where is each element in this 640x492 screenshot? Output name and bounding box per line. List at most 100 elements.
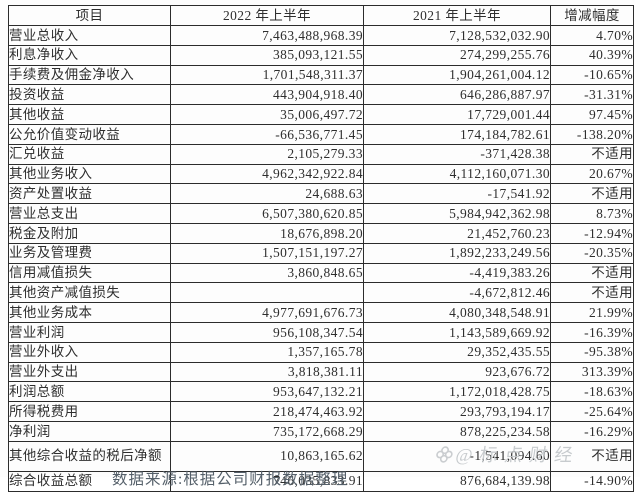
cell-2021-h1: 17,729,001.44 xyxy=(363,104,551,125)
table-row: 投资收益 443,904,918.40 646,286,887.97 -31.31% xyxy=(8,84,634,106)
cell-2021-h1: 923,676.72 xyxy=(363,361,551,383)
table-row: 信用减值损失 3,860,848.65 -4,419,383.26 不适用 xyxy=(8,262,634,284)
cell-2022-h1: 385,093,121.55 xyxy=(170,44,364,66)
table-row: 营业总收入 7,463,488,968.39 7,128,532,032.90 4.7… xyxy=(8,25,634,46)
cell-2021-h1: 29,352,435.55 xyxy=(363,341,551,363)
cell-item: 业务及管理费 xyxy=(8,242,171,264)
table-row: 营业总支出 6,507,380,620.85 5,984,942,362.98 8.7… xyxy=(8,203,634,224)
cell-change: 40.39% xyxy=(550,44,634,66)
cell-2022-h1 xyxy=(170,282,364,304)
cell-2022-h1: 4,962,342,922.84 xyxy=(170,163,364,185)
cell-change: -138.20% xyxy=(550,123,634,145)
cell-item: 汇兑收益 xyxy=(8,143,171,165)
cell-change: -20.35% xyxy=(550,242,634,264)
cell-2021-h1: 1,904,261,004.12 xyxy=(363,64,551,86)
cell-item: 所得税费用 xyxy=(8,401,171,422)
cell-2021-h1: -4,419,383.26 xyxy=(363,262,551,284)
cell-2022-h1: 24,688.63 xyxy=(170,183,364,205)
cell-item: 其他资产减值损失 xyxy=(8,282,171,304)
cell-item: 营业总收入 xyxy=(8,25,171,46)
cell-2021-h1: 4,080,348,548.91 xyxy=(363,302,551,323)
cell-2022-h1: 218,474,463.92 xyxy=(170,401,364,422)
header-2021-h1: 2021 年上半年 xyxy=(363,5,551,26)
cell-change: 不适用 xyxy=(550,440,634,472)
table-row: 公允价值变动收益 -66,536,771.45 174,184,782.61 -138… xyxy=(8,123,634,145)
header-row: 项目 2022 年上半年 2021 年上半年 增减幅度 xyxy=(8,5,634,26)
cell-change: 97.45% xyxy=(550,104,634,125)
cell-2022-h1: 6,507,380,620.85 xyxy=(170,203,364,224)
table-row: 其他资产减值损失 -4,672,812.46 不适用 xyxy=(8,282,634,304)
cell-2021-h1: 174,184,782.61 xyxy=(363,123,551,145)
cell-item: 利息净收入 xyxy=(8,44,171,66)
table-row: 其他业务收入 4,962,342,922.84 4,112,160,071.30 20… xyxy=(8,163,634,185)
cell-change: 21.99% xyxy=(550,302,634,323)
cell-2021-h1: 21,452,760.23 xyxy=(363,222,551,244)
cell-change: -10.65% xyxy=(550,64,634,86)
cell-item: 其他业务收入 xyxy=(8,163,171,185)
cell-2022-h1: 443,904,918.40 xyxy=(170,84,364,106)
cell-2021-h1: 1,172,018,428.75 xyxy=(363,381,551,403)
cell-item: 营业外支出 xyxy=(8,361,171,383)
cell-item: 营业总支出 xyxy=(8,203,171,224)
table-row: 营业利润 956,108,347.54 1,143,589,669.92 -16.39… xyxy=(8,321,634,343)
table-row: 营业外收入 1,357,165.78 29,352,435.55 -95.38% xyxy=(8,341,634,363)
cell-change: 不适用 xyxy=(550,183,634,205)
cell-item: 资产处置收益 xyxy=(8,183,171,205)
cell-item: 其他综合收益的税后净额 xyxy=(8,440,171,472)
cell-2021-h1: 1,892,233,249.56 xyxy=(363,242,551,264)
cell-2021-h1: 1,143,589,669.92 xyxy=(363,321,551,343)
cell-item: 净利润 xyxy=(8,420,171,442)
table-row: 其他收益 35,006,497.72 17,729,001.44 97.45% xyxy=(8,104,634,125)
cell-2021-h1: 4,112,160,071.30 xyxy=(363,163,551,185)
cell-2022-h1: 18,676,898.20 xyxy=(170,222,364,244)
source-caption: 数据来源:根据公司财报数据整理 xyxy=(112,471,349,488)
header-change: 增减幅度 xyxy=(550,5,634,26)
cell-item: 投资收益 xyxy=(8,84,171,106)
cell-2021-h1: 7,128,532,032.90 xyxy=(363,25,551,46)
cell-item: 其他业务成本 xyxy=(8,302,171,323)
table-body: 营业总收入 7,463,488,968.39 7,128,532,032.90 4.7… xyxy=(8,25,634,492)
table-row: 其他业务成本 4,977,691,676.73 4,080,348,548.91 21… xyxy=(8,302,634,323)
table-row: 手续费及佣金净收入 1,701,548,311.37 1,904,261,004.1… xyxy=(8,64,634,86)
cell-change: 不适用 xyxy=(550,282,634,304)
cell-item: 营业利润 xyxy=(8,321,171,343)
table-row: 营业外支出 3,818,381.11 923,676.72 313.39% xyxy=(8,361,634,383)
cell-2021-h1: -4,672,812.46 xyxy=(363,282,551,304)
cell-2022-h1: 1,357,165.78 xyxy=(170,341,364,363)
cell-change: -12.94% xyxy=(550,222,634,244)
cell-item: 营业外收入 xyxy=(8,341,171,363)
cell-change: 4.70% xyxy=(550,25,634,46)
cell-2022-h1: 10,863,165.62 xyxy=(170,440,364,472)
cell-item: 信用减值损失 xyxy=(8,262,171,284)
cell-2021-h1: -1,541,094.60 xyxy=(363,440,551,472)
table-row: 利息净收入 385,093,121.55 274,299,255.76 40.39% xyxy=(8,44,634,66)
cell-change: 不适用 xyxy=(550,143,634,165)
table-row: 汇兑收益 2,105,279.33 -371,428.38 不适用 xyxy=(8,143,634,165)
cell-2021-h1: -371,428.38 xyxy=(363,143,551,165)
cell-2022-h1: 3,860,848.65 xyxy=(170,262,364,284)
table-row: 资产处置收益 24,688.63 -17,541.92 不适用 xyxy=(8,183,634,205)
cell-2022-h1: 3,818,381.11 xyxy=(170,361,364,383)
cell-2022-h1: 4,977,691,676.73 xyxy=(170,302,364,323)
cell-2021-h1: 646,286,887.97 xyxy=(363,84,551,106)
cell-change: -18.63% xyxy=(550,381,634,403)
cell-2021-h1: 878,225,234.58 xyxy=(363,420,551,442)
cell-2022-h1: -66,536,771.45 xyxy=(170,123,364,145)
table-row: 业务及管理费 1,507,151,197.27 1,892,233,249.56 -2… xyxy=(8,242,634,264)
table-row: 税金及附加 18,676,898.20 21,452,760.23 -12.94% xyxy=(8,222,634,244)
cell-change: -16.29% xyxy=(550,420,634,442)
cell-2022-h1: 1,507,151,197.27 xyxy=(170,242,364,264)
header-item: 项目 xyxy=(8,5,171,26)
cell-2021-h1: 876,684,139.98 xyxy=(363,470,551,492)
cell-change: -16.39% xyxy=(550,321,634,343)
cell-item: 利润总额 xyxy=(8,381,171,403)
cell-item: 其他收益 xyxy=(8,104,171,125)
cell-2022-h1: 956,108,347.54 xyxy=(170,321,364,343)
cell-2022-h1: 735,172,668.29 xyxy=(170,420,364,442)
cell-change: -14.90% xyxy=(550,470,634,492)
financial-table: 项目 2022 年上半年 2021 年上半年 增减幅度 营业总收入 7,463,4… xyxy=(8,5,634,492)
cell-2021-h1: 5,984,942,362.98 xyxy=(363,203,551,224)
cell-change: 313.39% xyxy=(550,361,634,383)
cell-item: 税金及附加 xyxy=(8,222,171,244)
table-row: 利润总额 953,647,132.21 1,172,018,428.75 -18.63… xyxy=(8,381,634,403)
